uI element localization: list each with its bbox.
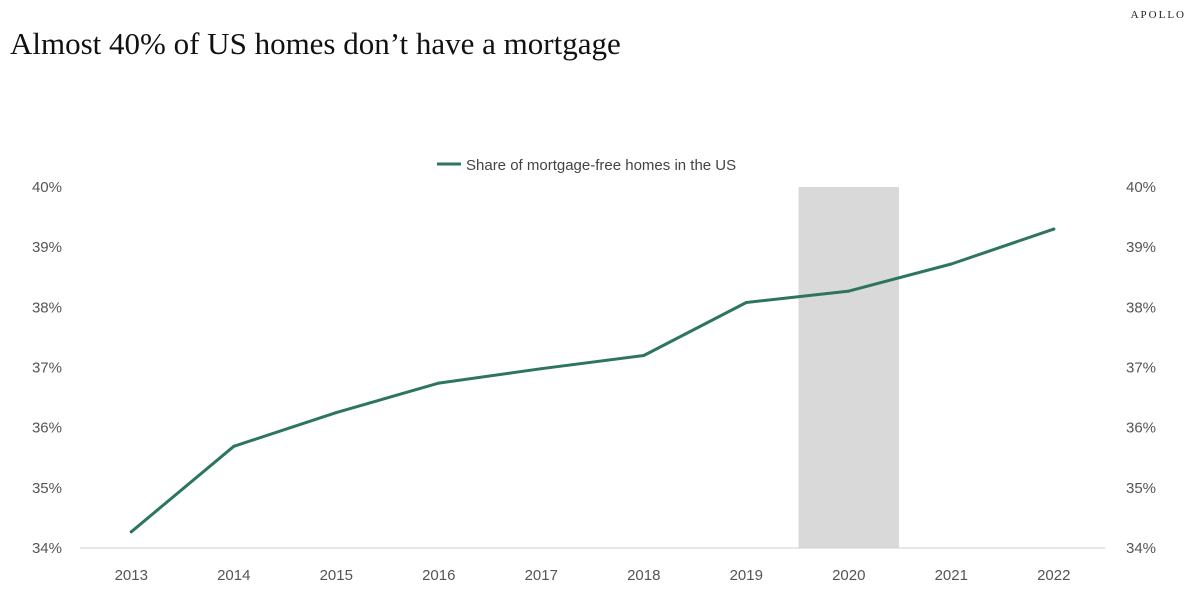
data-point <box>847 289 851 293</box>
x-tick-label: 2022 <box>1037 567 1070 584</box>
data-point <box>642 353 646 357</box>
x-tick-label: 2017 <box>525 567 558 584</box>
x-tick-label: 2016 <box>422 567 455 584</box>
x-tick-label: 2014 <box>217 567 250 584</box>
y-tick-label-left: 35% <box>32 480 62 497</box>
data-point <box>1052 227 1056 231</box>
y-tick-label-left: 40% <box>32 179 62 196</box>
legend: Share of mortgage-free homes in the US <box>437 157 736 174</box>
x-tick-label: 2015 <box>320 567 353 584</box>
series-layer <box>129 227 1056 534</box>
brand-logo: APOLLO <box>1130 9 1186 21</box>
y-tick-label-right: 34% <box>1126 540 1156 557</box>
x-tick-label: 2020 <box>832 567 865 584</box>
data-point <box>437 381 441 385</box>
y-tick-label-left: 37% <box>32 360 62 377</box>
series-line <box>129 227 1056 534</box>
y-axis-right: 34% 35% 36% 37% 38% 39% 40% <box>1126 179 1156 557</box>
legend-label: Share of mortgage-free homes in the US <box>466 157 736 174</box>
y-tick-label-right: 37% <box>1126 360 1156 377</box>
y-tick-label-right: 36% <box>1126 420 1156 437</box>
data-point <box>539 367 543 371</box>
data-point <box>129 530 133 534</box>
y-tick-label-right: 35% <box>1126 480 1156 497</box>
y-tick-label-right: 38% <box>1126 299 1156 316</box>
shade-layer <box>798 187 899 548</box>
x-tick-label: 2018 <box>627 567 660 584</box>
y-tick-label-left: 38% <box>32 299 62 316</box>
data-point <box>744 301 748 305</box>
y-tick-label-right: 39% <box>1126 239 1156 256</box>
y-tick-label-left: 36% <box>32 420 62 437</box>
y-tick-label-right: 40% <box>1126 179 1156 196</box>
chart-title: Almost 40% of US homes don’t have a mort… <box>10 26 621 61</box>
shaded-region <box>798 187 899 548</box>
x-tick-label: 2021 <box>935 567 968 584</box>
y-axis-left: 34% 35% 36% 37% 38% 39% 40% <box>32 179 62 557</box>
data-point <box>949 262 953 266</box>
data-point <box>334 411 338 415</box>
y-tick-label-left: 34% <box>32 540 62 557</box>
x-tick-label: 2013 <box>115 567 148 584</box>
y-tick-label-left: 39% <box>32 239 62 256</box>
data-point <box>232 444 236 448</box>
x-tick-label: 2019 <box>730 567 763 584</box>
x-axis: 2013 2014 2015 2016 2017 2018 2019 2020 2021 2022 <box>115 567 1071 584</box>
